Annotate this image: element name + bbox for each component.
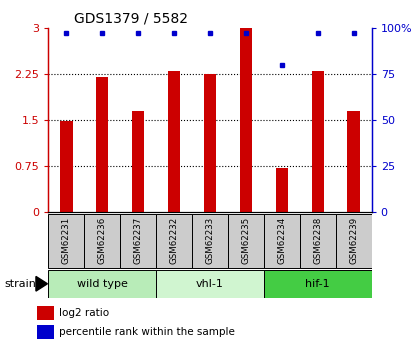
Bar [48,270,156,298]
Bar [120,214,156,268]
Text: GDS1379 / 5582: GDS1379 / 5582 [74,11,188,25]
Text: GSM62237: GSM62237 [134,217,143,264]
Bar [84,214,120,268]
Bar [132,111,144,212]
Text: log2 ratio: log2 ratio [59,308,109,318]
Bar [156,214,192,268]
Bar [336,214,372,268]
Bar [228,214,264,268]
Text: GSM62235: GSM62235 [241,217,250,264]
Bar [96,77,108,212]
Text: wild type: wild type [77,279,128,289]
Bar [37,306,54,319]
Text: GSM62231: GSM62231 [62,217,71,264]
Bar [37,325,54,338]
Bar [264,270,372,298]
Text: GSM62236: GSM62236 [98,217,107,264]
Bar [240,28,252,212]
Bar [204,74,216,212]
Bar [264,214,300,268]
Bar [60,121,73,212]
Bar [300,214,336,268]
Text: GSM62238: GSM62238 [313,217,322,264]
Text: GSM62232: GSM62232 [170,217,178,264]
Bar [192,214,228,268]
Text: vhl-1: vhl-1 [196,279,224,289]
Bar [312,71,324,212]
Bar [276,168,288,212]
Text: percentile rank within the sample: percentile rank within the sample [59,327,235,337]
Text: hif-1: hif-1 [305,279,330,289]
Text: GSM62233: GSM62233 [205,217,215,264]
Text: strain: strain [4,279,36,288]
Bar [48,214,84,268]
Bar [156,270,264,298]
Bar [347,111,360,212]
Text: GSM62234: GSM62234 [277,217,286,264]
Polygon shape [36,276,47,291]
Text: GSM62239: GSM62239 [349,217,358,264]
Bar [168,71,180,212]
